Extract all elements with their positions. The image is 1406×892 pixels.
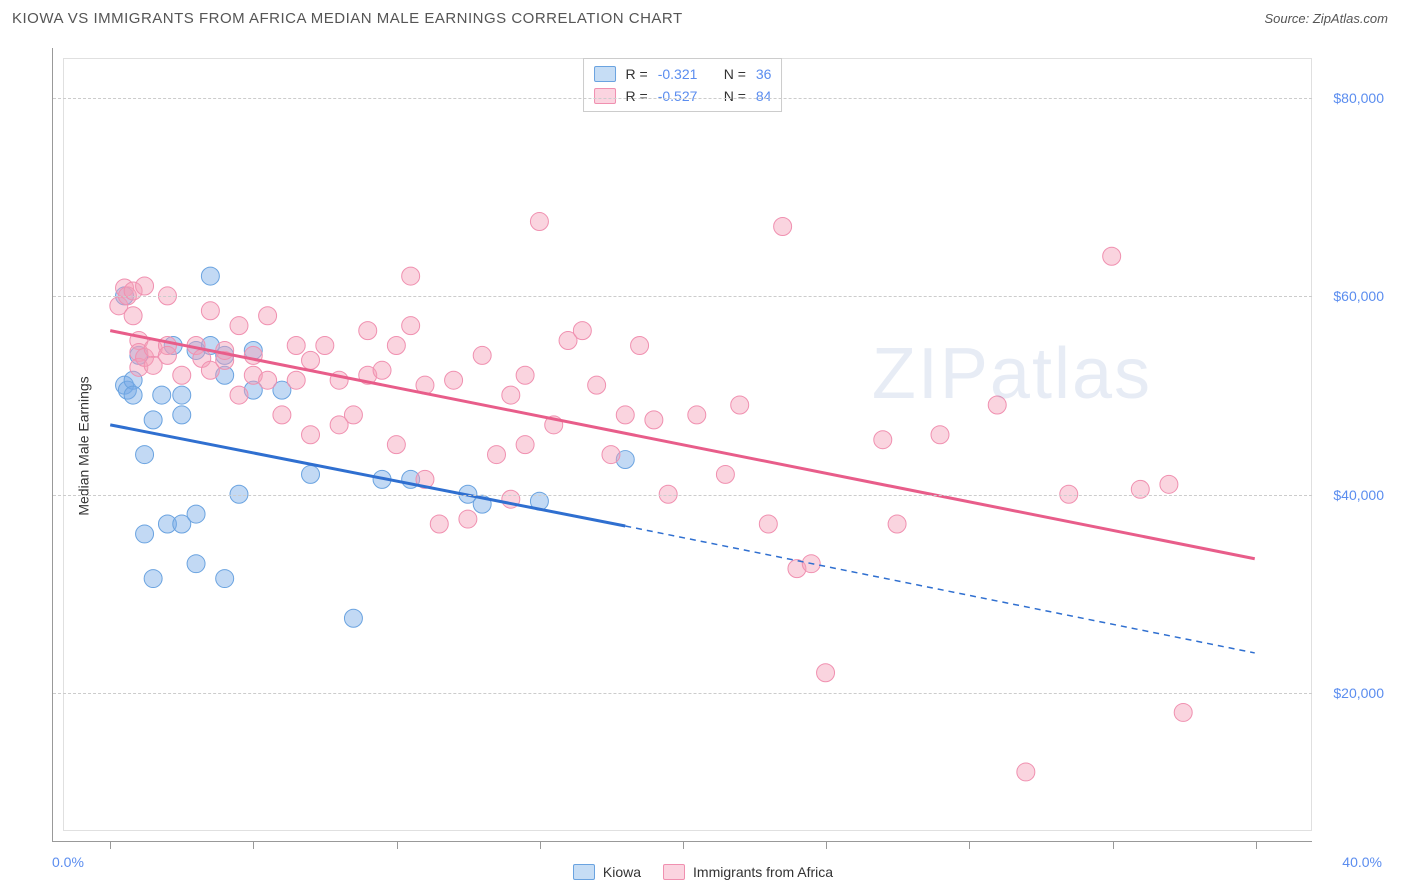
trend-line [110,331,1255,559]
legend-item: Immigrants from Africa [663,864,833,880]
trendline-layer [53,48,1312,841]
legend-r-label: R = [626,85,648,107]
legend-n-value: 36 [756,63,772,85]
gridline [53,296,1312,297]
legend-item: Kiowa [573,864,641,880]
gridline [53,495,1312,496]
chart-container: ZIPatlas R = -0.321 N = 36 R = -0.527 N … [52,48,1390,842]
x-tick [826,841,827,849]
legend-row: R = -0.527 N = 84 [594,85,772,107]
x-tick [397,841,398,849]
x-axis-min-label: 0.0% [52,854,84,870]
x-tick [110,841,111,849]
legend-item-label: Immigrants from Africa [693,864,833,880]
x-axis-max-label: 40.0% [1342,854,1382,870]
trend-line [110,425,625,526]
x-tick [253,841,254,849]
legend-swatch [594,66,616,82]
x-tick [540,841,541,849]
chart-title: KIOWA VS IMMIGRANTS FROM AFRICA MEDIAN M… [12,10,683,27]
legend-swatch [594,88,616,104]
correlation-legend: R = -0.321 N = 36 R = -0.527 N = 84 [583,58,783,112]
y-tick-label: $60,000 [1320,288,1384,304]
legend-row: R = -0.321 N = 36 [594,63,772,85]
series-legend: Kiowa Immigrants from Africa [0,864,1406,880]
x-tick [683,841,684,849]
legend-swatch [663,864,685,880]
gridline [53,98,1312,99]
legend-r-label: R = [626,63,648,85]
x-tick [1256,841,1257,849]
legend-n-label: N = [724,63,746,85]
x-tick [1113,841,1114,849]
legend-item-label: Kiowa [603,864,641,880]
trend-line-extrapolated [625,526,1254,653]
y-tick-label: $40,000 [1320,487,1384,503]
legend-n-label: N = [724,85,746,107]
gridline [53,693,1312,694]
x-tick [969,841,970,849]
legend-n-value: 84 [756,85,772,107]
y-tick-label: $80,000 [1320,90,1384,106]
legend-swatch [573,864,595,880]
source-credit: Source: ZipAtlas.com [1264,11,1388,26]
plot-area: ZIPatlas R = -0.321 N = 36 R = -0.527 N … [52,48,1312,842]
legend-r-value: -0.321 [658,63,714,85]
y-tick-label: $20,000 [1320,685,1384,701]
legend-r-value: -0.527 [658,85,714,107]
